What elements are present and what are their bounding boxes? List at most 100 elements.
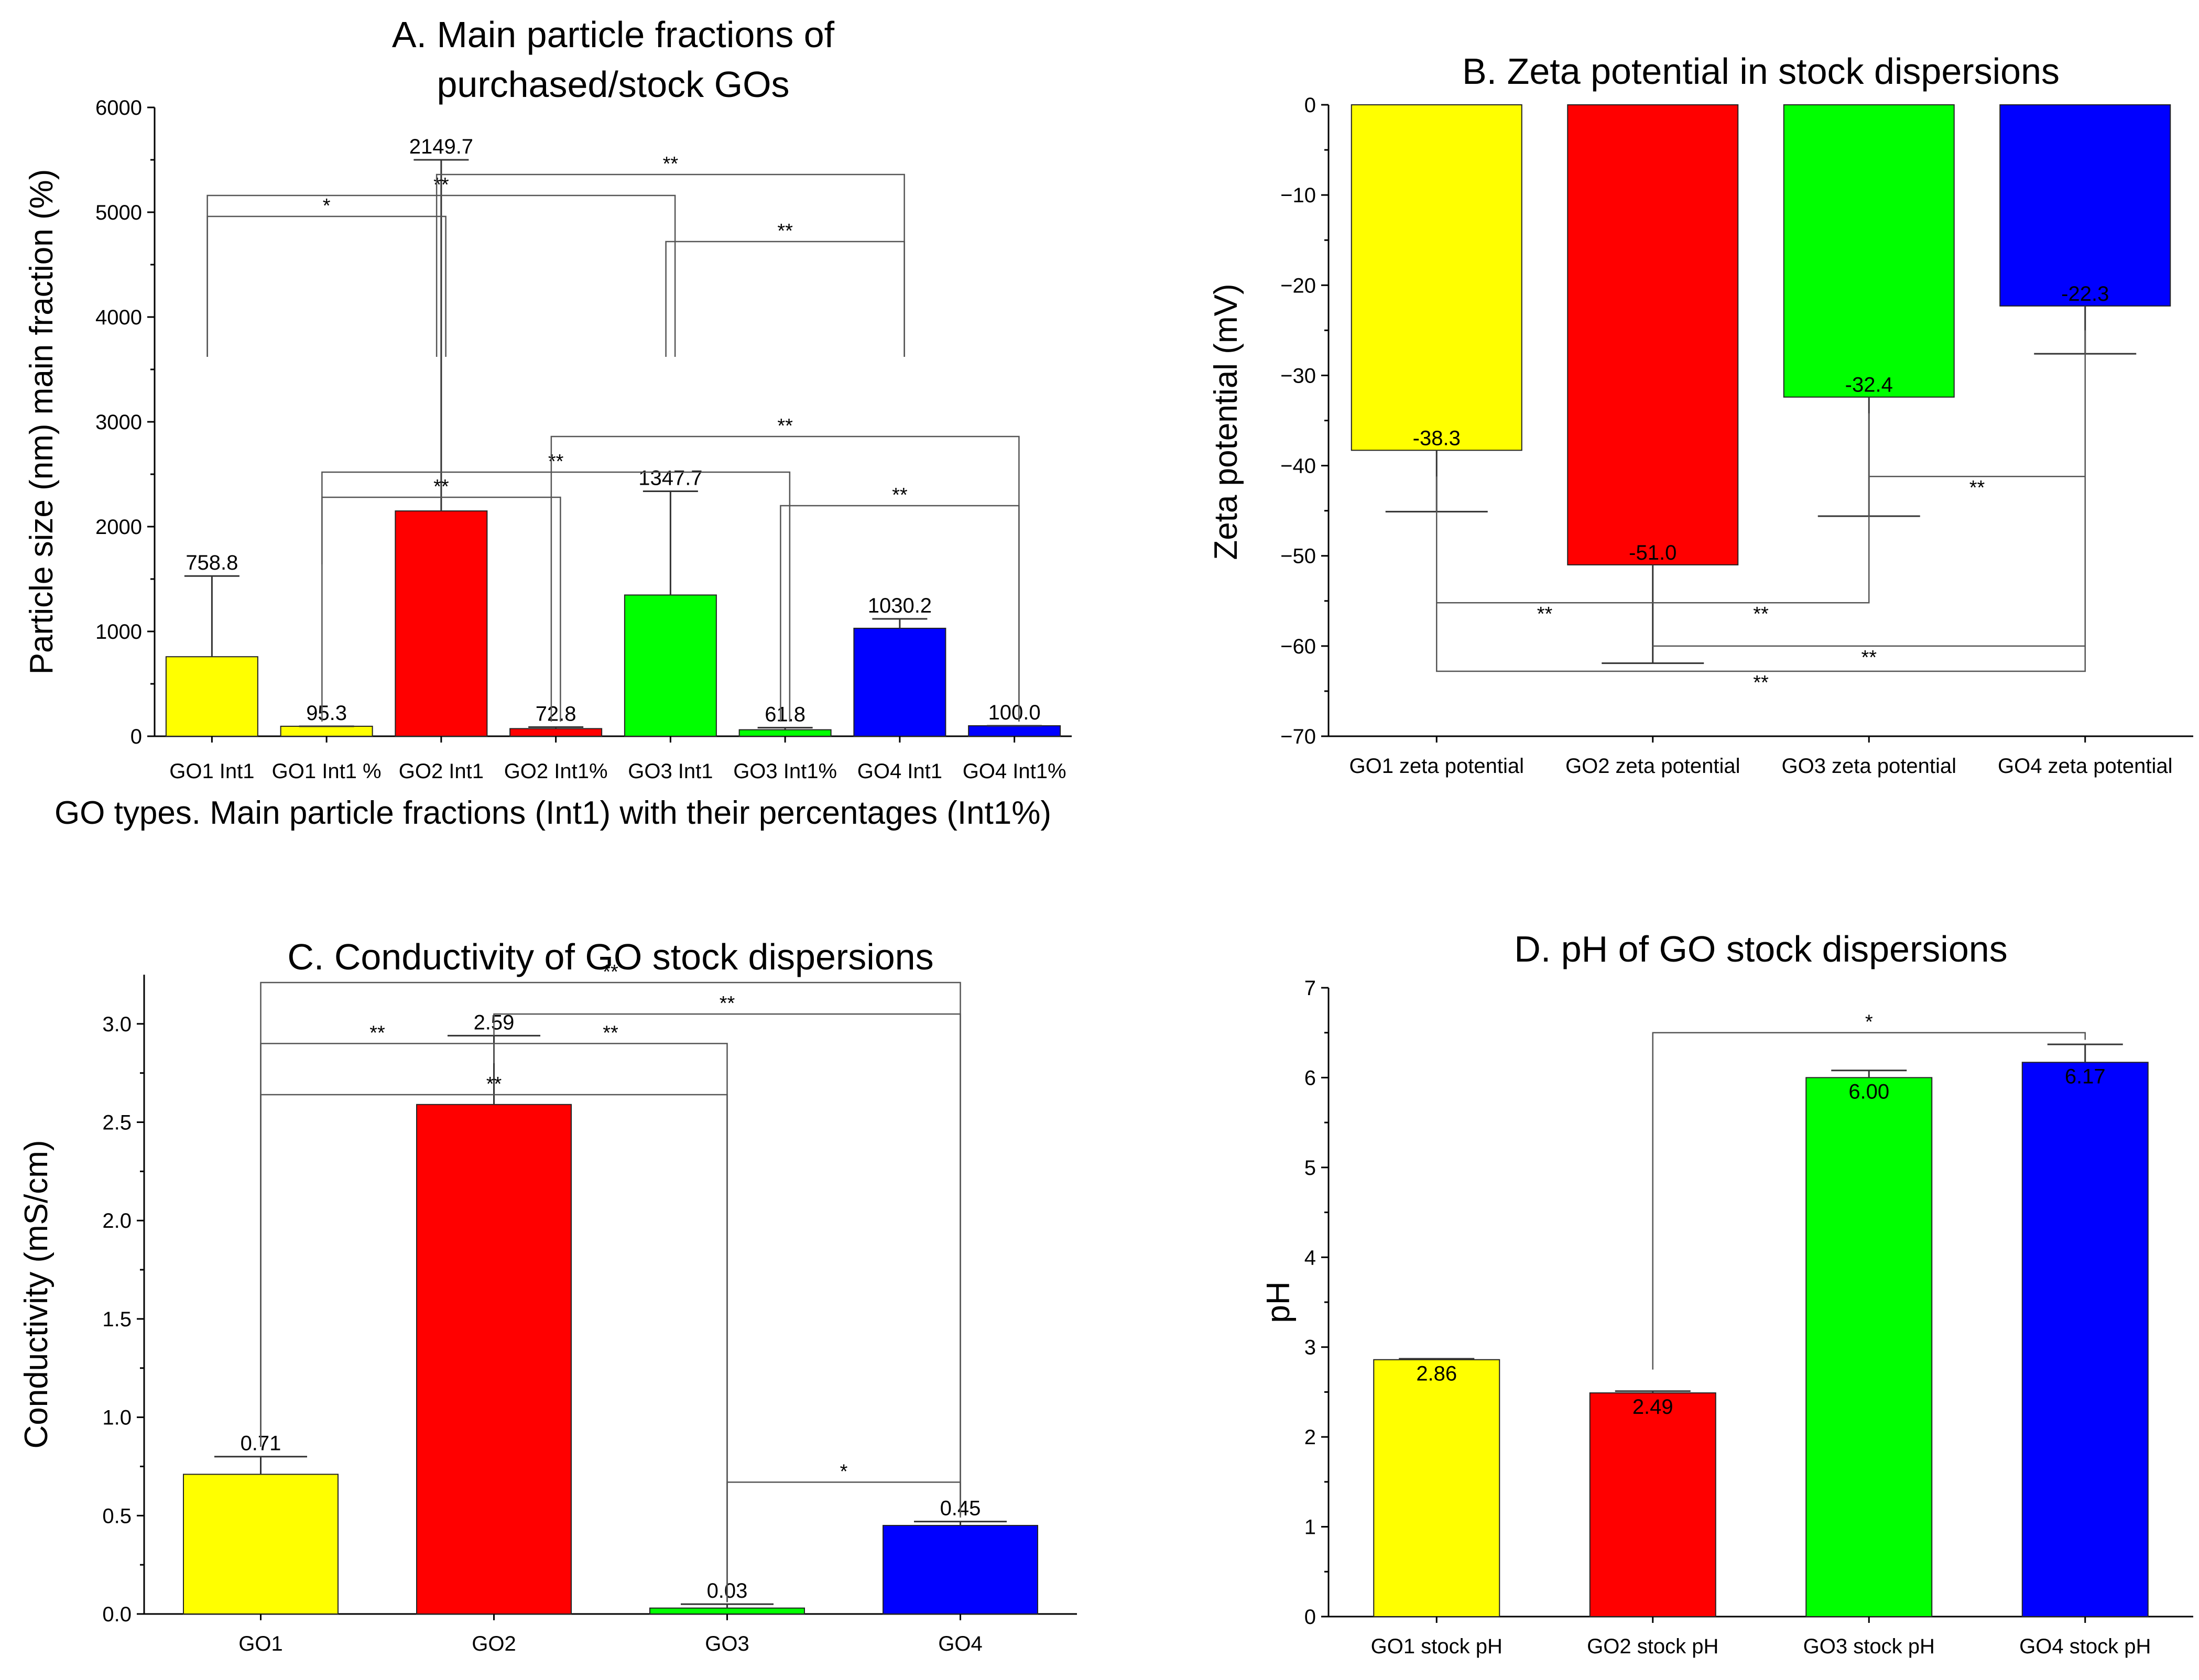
significance-bracket: [206, 215, 447, 357]
data-label: 1347.7: [638, 466, 702, 489]
bar-go2: [416, 1104, 572, 1615]
significance-bracket: [206, 194, 676, 357]
data-label: -32.4: [1845, 374, 1893, 397]
y-tick-label: 3: [1304, 1336, 1316, 1359]
significance-label: *: [1865, 1011, 1873, 1033]
y-tick-label: 0: [130, 725, 142, 748]
significance-bracket: [550, 435, 1020, 722]
data-label: 2.49: [1632, 1395, 1673, 1419]
y-axis-label: Particle size (nm) main fraction (%): [24, 169, 60, 675]
significance-bracket: [1436, 332, 2086, 672]
significance-label: **: [603, 961, 618, 983]
y-tick-label: −70: [1280, 725, 1316, 748]
significance-label: **: [1969, 477, 1985, 499]
x-tick-label: GO4 zeta potential: [1998, 755, 2173, 778]
y-tick-label: 3.0: [102, 1013, 132, 1036]
data-label: 95.3: [306, 702, 347, 725]
y-tick-label: 0.0: [102, 1603, 132, 1626]
data-label: 61.8: [765, 703, 805, 726]
data-label: -51.0: [1629, 541, 1677, 564]
y-tick-label: 0.5: [102, 1504, 132, 1528]
data-label: 2.86: [1416, 1362, 1457, 1386]
significance-bracket: [780, 505, 1020, 722]
y-tick-label: 2.5: [102, 1111, 132, 1134]
y-tick-label: 1.0: [102, 1406, 132, 1430]
x-tick-label: GO3 Int1%: [733, 760, 837, 783]
x-tick-label: GO4 Int1%: [963, 760, 1066, 783]
y-tick-label: 1000: [95, 620, 142, 643]
significance-label: **: [777, 220, 793, 242]
x-tick-label: GO1 Int1 %: [272, 760, 382, 783]
y-tick-label: 6000: [95, 96, 142, 119]
significance-label: **: [663, 153, 679, 175]
data-label: 758.8: [186, 551, 238, 574]
chart-title: C. Conductivity of GO stock dispersions: [287, 936, 933, 977]
significance-label: **: [892, 484, 908, 506]
y-tick-label: −40: [1280, 455, 1316, 478]
bar-go2-int1-: [509, 728, 603, 737]
y-tick-label: 6: [1304, 1066, 1316, 1089]
bar-go3-int1-: [738, 729, 832, 737]
y-tick-label: 3000: [95, 411, 142, 434]
bar-go2-int1: [395, 510, 488, 737]
significance-label: **: [1753, 603, 1769, 625]
data-label: 72.8: [536, 702, 576, 725]
significance-label: **: [603, 1022, 618, 1044]
y-tick-label: 2: [1304, 1426, 1316, 1449]
x-tick-label: GO3: [705, 1632, 749, 1655]
x-tick-label: GO3 stock pH: [1803, 1635, 1935, 1658]
x-tick-label: GO2 zeta potential: [1565, 755, 1740, 778]
y-tick-label: −10: [1280, 184, 1316, 207]
chart-title: B. Zeta potential in stock dispersions: [1462, 51, 2060, 92]
chart-panel-b: B. Zeta potential in stock dispersions Ze…: [1208, 51, 2193, 778]
y-axis-label: Zeta potential (mV): [1208, 283, 1244, 560]
bar-go1-int1: [165, 656, 258, 737]
bar-go4-int1-: [968, 725, 1061, 737]
data-label: -22.3: [2061, 282, 2109, 306]
y-tick-label: 0: [1304, 1606, 1316, 1629]
y-tick-label: 4000: [95, 306, 142, 329]
chart-title: D. pH of GO stock dispersions: [1514, 929, 2007, 969]
y-tick-label: 2000: [95, 516, 142, 539]
y-tick-label: −50: [1280, 545, 1316, 568]
significance-bracket: [260, 981, 961, 1516]
bar-go3-int1: [624, 594, 717, 737]
y-tick-label: 5: [1304, 1157, 1316, 1180]
significance-label: **: [720, 992, 735, 1014]
bar-go1-zeta-potential: [1351, 104, 1522, 451]
bar-go2-zeta-potential: [1567, 104, 1739, 565]
bar-go3-zeta-potential: [1783, 104, 1955, 398]
x-tick-label: GO2 Int1%: [504, 760, 608, 783]
x-tick-label: GO1 Int1: [169, 760, 254, 783]
bar-go4-int1: [853, 627, 946, 737]
x-tick-label: GO2 Int1: [399, 760, 484, 783]
significance-label: **: [1537, 603, 1553, 625]
bar-go3: [649, 1607, 805, 1615]
significance-bracket: [436, 173, 905, 357]
x-tick-label: GO1 zeta potential: [1349, 755, 1524, 778]
x-tick-label: GO2 stock pH: [1587, 1635, 1718, 1658]
y-tick-label: −20: [1280, 274, 1316, 297]
y-axis-label: Conductivity (mS/cm): [18, 1140, 55, 1448]
significance-bracket: [493, 1013, 961, 1516]
y-tick-label: 4: [1304, 1246, 1316, 1269]
significance-bracket: [1652, 1032, 2086, 1370]
x-tick-label: GO4 stock pH: [2019, 1635, 2151, 1658]
bar-go4-zeta-potential: [1999, 104, 2171, 307]
x-tick-label: GO1 stock pH: [1371, 1635, 1503, 1658]
y-tick-label: −60: [1280, 635, 1316, 658]
bar-go3-stock-ph: [1805, 1077, 1933, 1617]
chart-title: A. Main particle fractions of: [392, 14, 835, 55]
significance-label: **: [1753, 672, 1769, 694]
significance-label: **: [548, 451, 564, 473]
bar-go4: [883, 1525, 1038, 1614]
significance-label: **: [1861, 647, 1877, 669]
x-axis-label: GO types. Main particle fractions (Int1)…: [55, 795, 1051, 831]
significance-label: *: [323, 195, 331, 217]
x-tick-label: GO2: [472, 1632, 516, 1655]
significance-label: *: [840, 1460, 848, 1482]
chart-title: purchased/stock GOs: [437, 64, 789, 105]
data-label: 1030.2: [868, 594, 932, 617]
y-tick-label: 7: [1304, 977, 1316, 1000]
x-tick-label: GO4: [938, 1632, 982, 1655]
